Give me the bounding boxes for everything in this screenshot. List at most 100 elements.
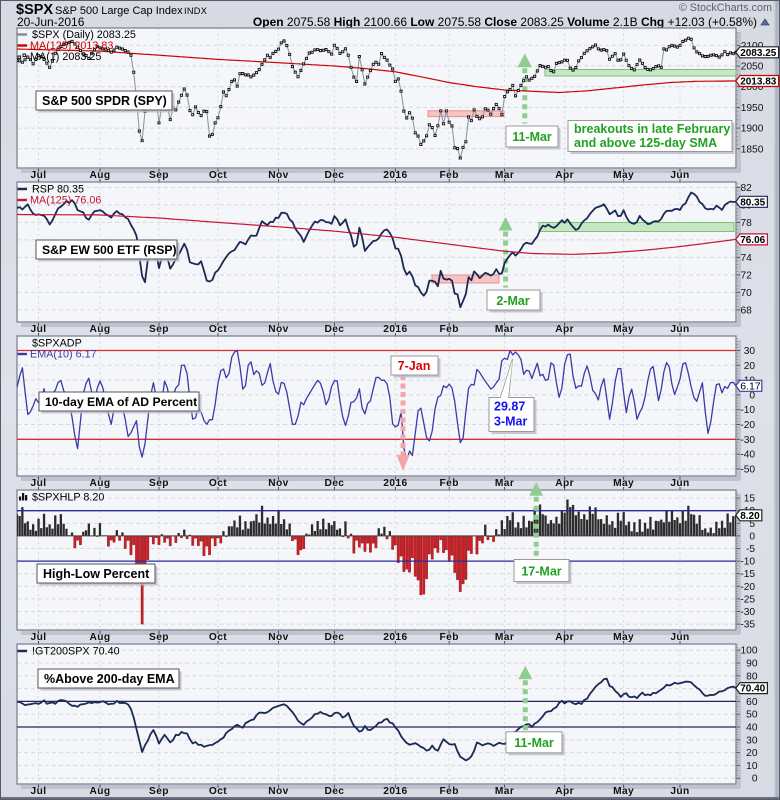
- svg-text:30: 30: [744, 346, 756, 357]
- svg-text:May: May: [613, 478, 634, 489]
- svg-text:Apr: Apr: [555, 478, 574, 489]
- svg-text:78: 78: [740, 218, 752, 229]
- svg-text:-15: -15: [740, 569, 755, 580]
- svg-text:Dec: Dec: [324, 786, 344, 797]
- svg-text:Apr: Apr: [555, 324, 574, 335]
- svg-text:Aug: Aug: [89, 478, 110, 489]
- svg-text:Sep: Sep: [149, 786, 169, 797]
- svg-text:15: 15: [744, 494, 756, 505]
- svg-text:20: 20: [744, 361, 756, 372]
- svg-text:Oct: Oct: [209, 632, 227, 643]
- svg-text:May: May: [613, 632, 634, 643]
- svg-text:-20: -20: [740, 582, 755, 593]
- svg-text:MA(1) 2083.25: MA(1) 2083.25: [30, 51, 101, 63]
- svg-text:Apr: Apr: [555, 786, 574, 797]
- svg-text:Nov: Nov: [268, 170, 288, 181]
- svg-text:2016: 2016: [383, 170, 407, 181]
- svg-text:Feb: Feb: [440, 786, 459, 797]
- svg-text:Mar: Mar: [495, 170, 514, 181]
- svg-text:Aug: Aug: [89, 324, 110, 335]
- svg-text:S&P EW 500 ETF (RSP): S&P EW 500 ETF (RSP): [42, 243, 177, 257]
- svg-text:2016: 2016: [383, 324, 407, 335]
- svg-text:© StockCharts.com: © StockCharts.com: [679, 2, 772, 14]
- svg-text:2000: 2000: [741, 82, 764, 93]
- svg-text:10: 10: [746, 761, 758, 772]
- svg-text:$SPXHLP 8.20: $SPXHLP 8.20: [32, 492, 104, 504]
- svg-text:-20: -20: [740, 420, 755, 431]
- svg-text:-5: -5: [746, 544, 755, 555]
- svg-text:1950: 1950: [741, 103, 764, 114]
- svg-text:RSP 80.35: RSP 80.35: [32, 184, 84, 196]
- svg-text:2013.83: 2013.83: [740, 77, 777, 88]
- svg-text:2016: 2016: [383, 632, 407, 643]
- svg-text:11-Mar: 11-Mar: [514, 736, 554, 750]
- svg-text:40: 40: [746, 723, 758, 734]
- svg-text:50: 50: [746, 710, 758, 721]
- svg-text:2050: 2050: [741, 62, 764, 73]
- svg-text:-30: -30: [740, 435, 755, 446]
- svg-text:Dec: Dec: [324, 478, 344, 489]
- svg-text:High-Low Percent: High-Low Percent: [43, 567, 150, 581]
- svg-text:Aug: Aug: [89, 170, 110, 181]
- svg-text:Mar: Mar: [495, 786, 514, 797]
- svg-text:Feb: Feb: [440, 478, 459, 489]
- svg-text:Apr: Apr: [555, 170, 574, 181]
- svg-text:-30: -30: [740, 607, 755, 618]
- svg-text:70: 70: [740, 288, 752, 299]
- svg-text:Feb: Feb: [440, 170, 459, 181]
- svg-text:Jul: Jul: [31, 786, 47, 797]
- svg-text:EMA(10) 6.17: EMA(10) 6.17: [30, 349, 97, 361]
- svg-text:72: 72: [740, 270, 752, 281]
- svg-text:May: May: [613, 786, 634, 797]
- svg-text:1850: 1850: [741, 144, 764, 155]
- svg-text:90: 90: [746, 659, 758, 670]
- svg-text:30: 30: [746, 735, 758, 746]
- svg-text:2-Mar: 2-Mar: [496, 294, 529, 308]
- svg-text:2083.25: 2083.25: [740, 48, 777, 59]
- svg-text:Jun: Jun: [670, 786, 689, 797]
- svg-text:-10: -10: [740, 557, 755, 568]
- svg-text:Mar: Mar: [495, 478, 514, 489]
- svg-text:5: 5: [749, 519, 755, 530]
- svg-text:$SPX (Daily) 2083.25: $SPX (Daily) 2083.25: [32, 29, 136, 41]
- svg-text:Oct: Oct: [209, 324, 227, 335]
- svg-text:2016: 2016: [383, 786, 407, 797]
- svg-text:Nov: Nov: [268, 786, 288, 797]
- svg-text:6.17: 6.17: [740, 380, 761, 392]
- svg-text:20-Jun-2016: 20-Jun-2016: [17, 15, 85, 29]
- svg-text:Nov: Nov: [268, 478, 288, 489]
- svg-text:0: 0: [749, 531, 755, 542]
- svg-text:8.20: 8.20: [740, 511, 760, 522]
- svg-text:-50: -50: [740, 464, 755, 475]
- svg-text:Sep: Sep: [149, 632, 169, 643]
- svg-text:Oct: Oct: [209, 170, 227, 181]
- svg-text:Mar: Mar: [495, 324, 514, 335]
- svg-text:10-day EMA of AD Percent: 10-day EMA of AD Percent: [45, 395, 197, 409]
- svg-text:20: 20: [746, 748, 758, 759]
- svg-text:0: 0: [752, 774, 758, 785]
- svg-text:11-Mar: 11-Mar: [512, 130, 552, 144]
- svg-text:Sep: Sep: [149, 478, 169, 489]
- svg-text:Jul: Jul: [31, 478, 47, 489]
- svg-text:60: 60: [746, 697, 758, 708]
- svg-text:70.40: 70.40: [740, 684, 765, 695]
- svg-text:Jun: Jun: [670, 632, 689, 643]
- svg-text:1900: 1900: [741, 124, 764, 135]
- svg-text:S&P 500 Large Cap Index: S&P 500 Large Cap Index: [55, 5, 183, 17]
- svg-text:Dec: Dec: [324, 170, 344, 181]
- svg-text:76.06: 76.06: [740, 235, 765, 246]
- svg-text:Feb: Feb: [440, 632, 459, 643]
- svg-text:%Above 200-day EMA: %Above 200-day EMA: [44, 672, 175, 686]
- svg-text:MA(125) 76.06: MA(125) 76.06: [30, 195, 101, 207]
- svg-text:80.35: 80.35: [740, 197, 765, 208]
- svg-text:Mar: Mar: [495, 632, 514, 643]
- svg-text:82: 82: [740, 183, 752, 194]
- svg-text:Aug: Aug: [89, 632, 110, 643]
- svg-text:-10: -10: [740, 405, 755, 416]
- svg-text:100: 100: [741, 646, 758, 657]
- svg-text:7-Jan: 7-Jan: [398, 359, 431, 373]
- svg-text:breakouts in late February: breakouts in late February: [574, 122, 730, 136]
- svg-text:74: 74: [740, 253, 752, 264]
- svg-text:Jul: Jul: [31, 324, 47, 335]
- svg-text:Jul: Jul: [31, 170, 47, 181]
